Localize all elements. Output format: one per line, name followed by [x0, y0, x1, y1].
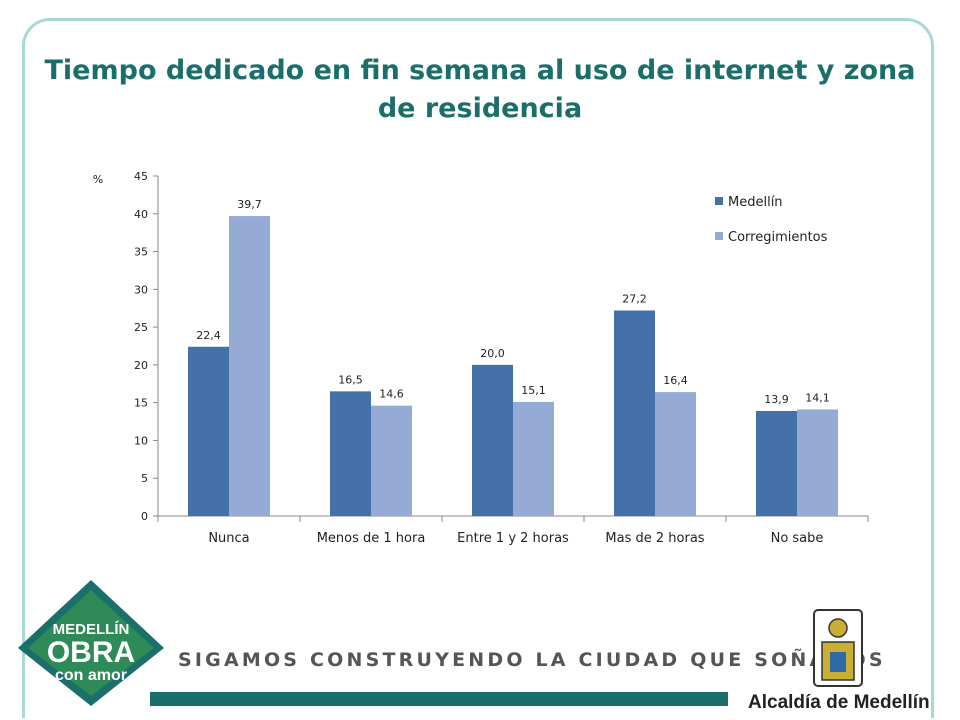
data-label: 39,7	[237, 198, 262, 211]
bar	[229, 216, 270, 517]
legend-swatch	[715, 232, 723, 240]
medellin-obra-logo: MEDELLÍN OBRA con amor	[18, 580, 164, 706]
y-tick-label: 20	[134, 359, 148, 372]
bar	[513, 401, 554, 516]
bar	[614, 310, 655, 516]
y-tick-label: 0	[141, 510, 148, 523]
y-tick-label: 15	[134, 397, 148, 410]
data-label: 20,0	[480, 347, 505, 360]
logo-text-line1: MEDELLÍN	[53, 621, 130, 638]
alcaldia-label: Alcaldía de Medellín	[748, 692, 930, 713]
slide-frame	[22, 18, 934, 718]
y-axis-label: %	[93, 173, 103, 186]
bar	[371, 405, 412, 516]
logo-text-line3: con amor	[55, 667, 127, 684]
y-tick-label: 40	[134, 208, 148, 221]
bar	[655, 392, 696, 516]
y-tick-label: 25	[134, 321, 148, 334]
logo-text-line2: OBRA	[47, 636, 135, 669]
x-tick-label: No sabe	[771, 531, 824, 546]
bar	[330, 391, 371, 516]
footer-bar	[150, 692, 728, 706]
bar	[188, 346, 229, 516]
y-tick-label: 10	[134, 434, 148, 447]
x-tick-label: Menos de 1 hora	[317, 531, 426, 546]
data-label: 27,2	[622, 292, 647, 305]
y-tick-label: 5	[141, 472, 148, 485]
bar	[756, 410, 797, 516]
data-label: 14,1	[805, 391, 830, 404]
y-tick-label: 30	[134, 283, 148, 296]
y-tick-label: 45	[134, 170, 148, 183]
bar	[472, 364, 513, 516]
legend-label: Medellín	[728, 195, 783, 210]
x-tick-label: Nunca	[208, 531, 249, 546]
alcaldia-shield-icon	[813, 609, 863, 687]
legend-label: Corregimientos	[728, 230, 828, 245]
legend-swatch	[715, 197, 723, 205]
footer-slogan: SIGAMOS CONSTRUYENDO LA CIUDAD QUE SOÑAM…	[178, 649, 886, 671]
data-label: 15,1	[521, 384, 546, 397]
data-label: 22,4	[196, 329, 221, 342]
bar	[797, 409, 838, 516]
slide-title: Tiempo dedicado en fin semana al uso de …	[44, 55, 916, 124]
data-label: 16,5	[338, 373, 363, 386]
data-label: 14,6	[379, 388, 404, 401]
data-label: 16,4	[663, 374, 688, 387]
x-tick-label: Mas de 2 horas	[605, 531, 704, 546]
data-label: 13,9	[764, 393, 789, 406]
y-tick-label: 35	[134, 246, 148, 259]
logo-diamond-inner	[28, 590, 154, 696]
x-tick-label: Entre 1 y 2 horas	[457, 531, 569, 546]
